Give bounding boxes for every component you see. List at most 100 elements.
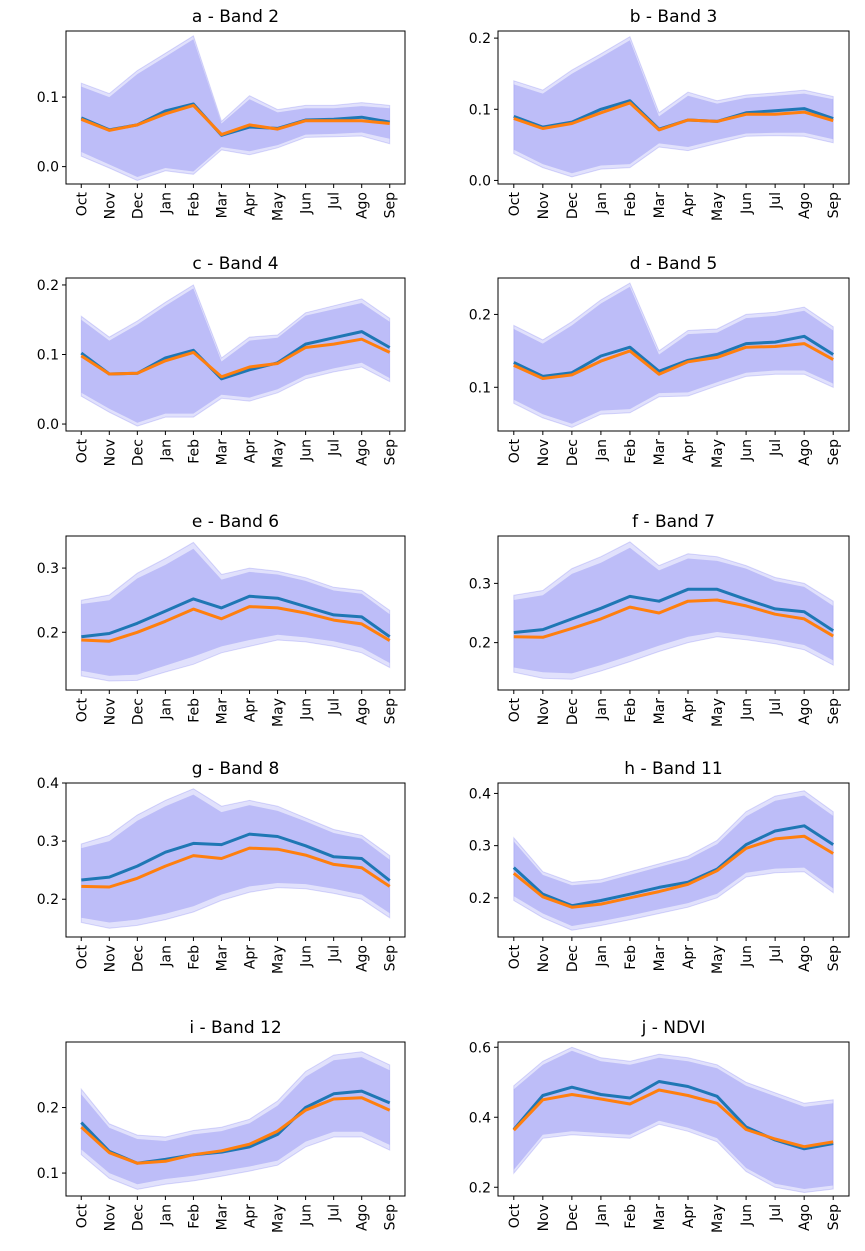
inner-range-band xyxy=(513,40,834,174)
plot-area xyxy=(513,35,834,178)
outer-range-band xyxy=(80,35,391,182)
series_blue-line xyxy=(512,824,835,908)
panel-title: i - Band 12 xyxy=(189,1018,281,1038)
plot-area xyxy=(513,541,835,680)
x-tick-label: Sep xyxy=(383,1204,399,1231)
x-tick-label: Mar xyxy=(214,945,230,972)
plot-area xyxy=(80,35,391,182)
inner-range-band xyxy=(81,794,390,923)
axes-frame xyxy=(65,782,406,938)
x-tick-label: May xyxy=(271,1204,287,1233)
chart-panel-9: i - Band 12 0.1 0.2 Oct Nov Dec Jan Feb Mar Apr Ma… xyxy=(37,1018,406,1233)
x-tick-label: Dec xyxy=(130,945,146,972)
y-tick-label: 0.2 xyxy=(469,891,491,907)
outer-range-band xyxy=(513,282,834,428)
chart-panel-7: g - Band 8 0.2 0.3 0.4 Oct Nov Dec Jan Feb Mar Apr… xyxy=(37,759,406,974)
outer-range-band xyxy=(513,35,834,178)
x-tick-label: Jun xyxy=(739,192,755,215)
x-tick-label: Feb xyxy=(186,192,202,217)
x-tick-label: Nov xyxy=(536,698,552,725)
x-tick-label: Oct xyxy=(507,439,523,464)
x-tick-label: Apr xyxy=(243,945,259,969)
axes-frame xyxy=(497,782,850,938)
x-tick-label: Sep xyxy=(383,192,399,219)
x-tick-label: May xyxy=(710,439,726,468)
x-tick-label: May xyxy=(710,1204,726,1233)
axes-frame xyxy=(497,535,850,691)
x-tick-label: Nov xyxy=(536,439,552,466)
y-tick-label: 0.1 xyxy=(37,348,59,364)
y-tick-label: 0.1 xyxy=(37,1166,59,1182)
x-tick-label: Oct xyxy=(74,1204,90,1229)
x-tick-label: Mar xyxy=(214,439,230,466)
axes-frame xyxy=(65,1041,406,1197)
y-tick-label: 0.4 xyxy=(37,776,59,792)
series_orange-line xyxy=(512,1088,834,1149)
chart-panel-5: e - Band 6 0.2 0.3 Oct Nov Dec Jan Feb Mar Apr May… xyxy=(37,512,406,727)
x-tick-label: Sep xyxy=(826,439,842,466)
x-tick-label: Jul xyxy=(327,698,343,716)
x-tick-label: Feb xyxy=(623,439,639,464)
x-tick-label: Apr xyxy=(243,1204,259,1228)
y-tick-label: 0.3 xyxy=(37,561,59,577)
x-tick-label: Oct xyxy=(74,192,90,217)
x-tick-label: Oct xyxy=(74,945,90,970)
x-tick-label: May xyxy=(271,192,287,221)
x-tick-label: Jan xyxy=(158,698,174,721)
x-tick-label: Oct xyxy=(507,698,523,723)
y-tick-label: 0.1 xyxy=(469,102,491,118)
x-tick-label: Jul xyxy=(768,192,784,210)
y-tick-label: 0.1 xyxy=(469,380,491,396)
x-tick-label: Sep xyxy=(826,945,842,972)
x-tick-label: Mar xyxy=(214,192,230,219)
x-tick-label: Ago xyxy=(797,439,813,466)
x-tick-label: Jun xyxy=(299,698,315,721)
x-tick-label: Jan xyxy=(158,439,174,462)
chart-panel-6: f - Band 7 0.2 0.3 Oct Nov Dec Jan Feb Mar Apr May… xyxy=(469,512,850,727)
x-tick-label: Mar xyxy=(652,945,668,972)
x-tick-label: Jan xyxy=(158,1204,174,1227)
x-tick-label: Jul xyxy=(768,945,784,963)
x-tick-label: Dec xyxy=(130,698,146,725)
x-tick-label: Apr xyxy=(681,698,697,722)
panel-title: a - Band 2 xyxy=(192,7,279,27)
x-tick-label: Nov xyxy=(102,439,118,466)
x-tick-label: Mar xyxy=(652,1204,668,1231)
chart-panel-1: a - Band 2 0.0 0.1 Oct Nov Dec Jan Feb Mar Apr May… xyxy=(37,7,406,221)
axes-frame xyxy=(65,535,406,691)
x-tick-label: Sep xyxy=(826,192,842,219)
y-tick-label: 0.2 xyxy=(469,1180,491,1196)
series_orange-line xyxy=(513,598,834,639)
panel-title: h - Band 11 xyxy=(624,759,722,779)
x-tick-label: Ago xyxy=(797,945,813,972)
x-tick-label: Dec xyxy=(565,698,581,725)
y-tick-label: 0.2 xyxy=(37,278,59,294)
x-tick-label: Nov xyxy=(102,698,118,725)
x-tick-label: Sep xyxy=(826,698,842,725)
x-tick-label: Dec xyxy=(565,945,581,972)
x-tick-label: Oct xyxy=(74,439,90,464)
series_orange-line xyxy=(513,342,834,380)
x-tick-label: Jul xyxy=(327,439,343,457)
x-tick-label: Feb xyxy=(186,698,202,723)
panel-title: b - Band 3 xyxy=(630,7,718,27)
x-tick-label: Ago xyxy=(355,192,371,219)
x-tick-label: Nov xyxy=(102,945,118,972)
x-tick-label: Oct xyxy=(507,945,523,970)
x-tick-label: May xyxy=(710,192,726,221)
outer-range-band xyxy=(80,284,391,427)
plot-area xyxy=(80,284,391,427)
outer-range-band xyxy=(513,541,834,680)
x-tick-label: Jan xyxy=(594,945,610,968)
y-tick-label: 0.0 xyxy=(37,160,59,176)
axes-frame xyxy=(65,30,406,185)
x-tick-label: Sep xyxy=(383,945,399,972)
plot-area xyxy=(512,790,835,931)
chart-panel-10: j - NDVI 0.2 0.4 0.6 Oct Nov Dec Jan Feb Mar Apr Ma… xyxy=(469,1018,850,1233)
x-tick-label: Jun xyxy=(299,192,315,215)
x-tick-label: Sep xyxy=(383,439,399,466)
x-tick-label: Jun xyxy=(299,945,315,968)
axes-frame xyxy=(497,277,850,432)
x-tick-label: May xyxy=(271,945,287,974)
